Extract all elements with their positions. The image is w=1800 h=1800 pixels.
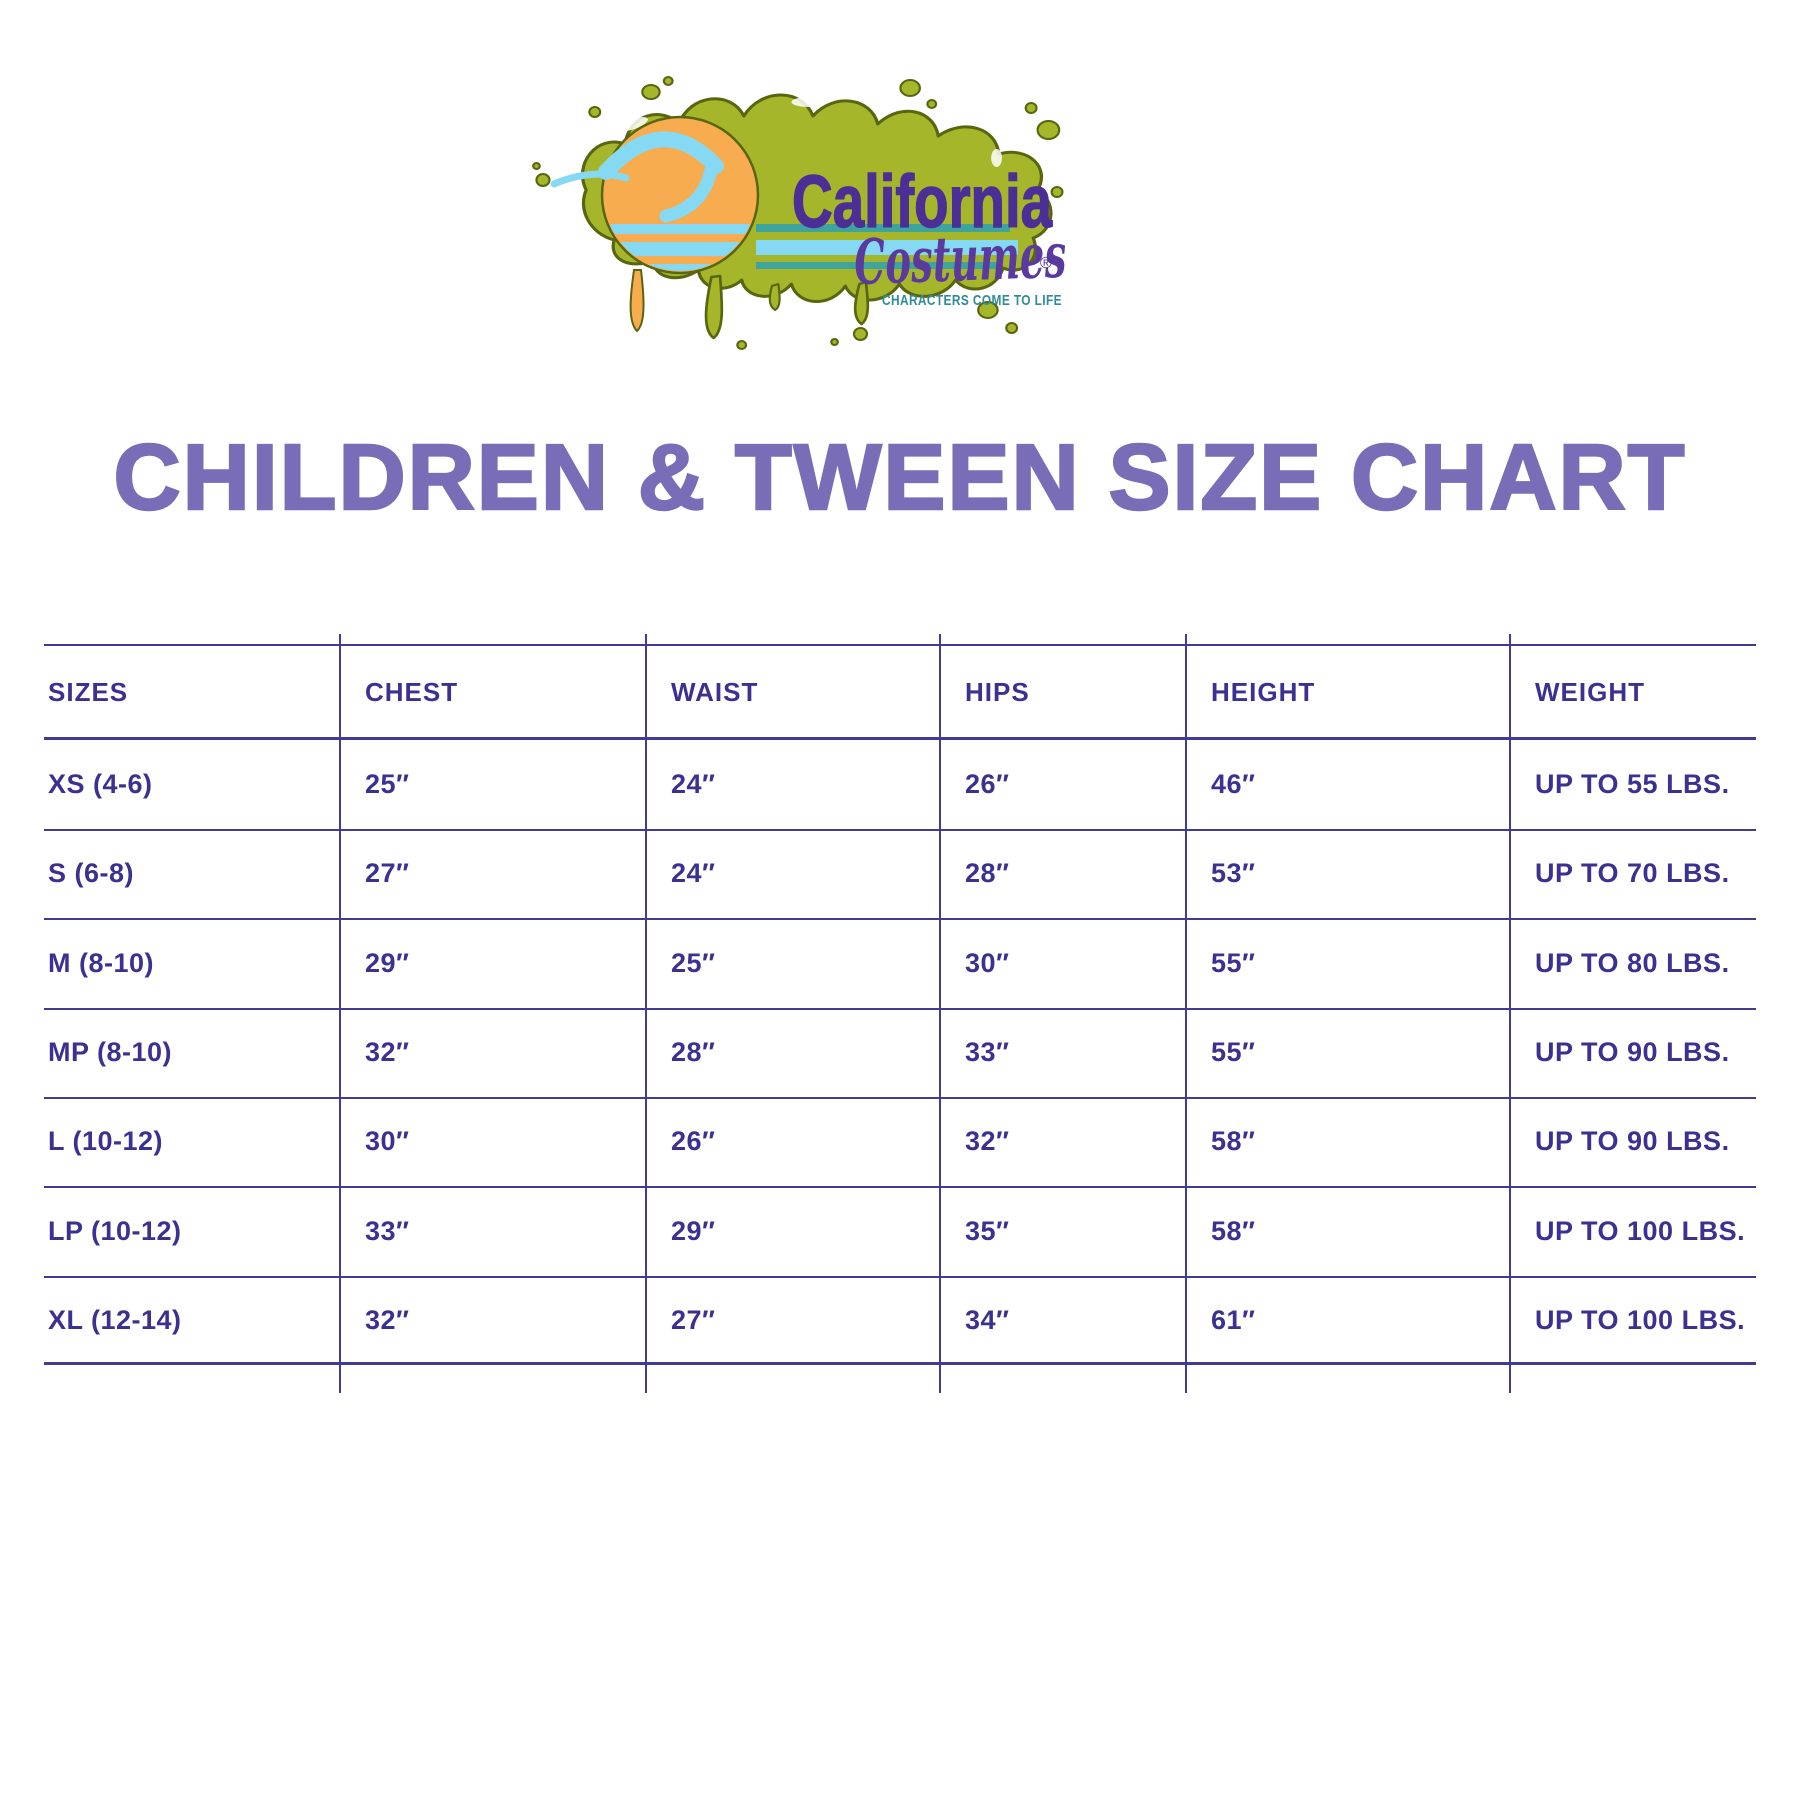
slime-splatter-dots [532, 76, 1064, 350]
column-header-waist: WAIST [671, 677, 759, 707]
sun-drip [629, 269, 645, 333]
table-row-line [44, 1008, 1756, 1010]
page-title: CHILDREN & TWEEN SIZE CHART [112, 424, 1687, 531]
column-header-chest: CHEST [365, 677, 459, 707]
table-row-line [44, 918, 1756, 920]
brand-word-california: California [792, 160, 1053, 243]
hips-value: 30″ [965, 947, 1010, 978]
hips-value: 33″ [965, 1037, 1010, 1068]
hips-value: 26″ [965, 769, 1010, 800]
brand-tagline: CHARACTERS COME TO LIFE [882, 292, 1062, 309]
column-header-hips: HIPS [965, 677, 1030, 707]
waist-value: 24″ [671, 858, 716, 889]
height-value: 58″ [1211, 1215, 1256, 1246]
waist-value: 28″ [671, 1037, 716, 1068]
row-label: L (10-12) [48, 1126, 164, 1157]
row-label: M (8-10) [48, 947, 155, 978]
column-header-sizes: SIZES [48, 677, 129, 707]
table-column-line [939, 634, 941, 1393]
table-bottom-line [44, 1362, 1756, 1365]
waist-value: 25″ [671, 947, 716, 978]
sun-stripes [604, 224, 756, 271]
weight-value: UP TO 90 LBS. [1535, 1126, 1730, 1157]
waist-value: 27″ [671, 1304, 716, 1335]
weight-value: UP TO 70 LBS. [1535, 858, 1730, 889]
hips-value: 35″ [965, 1215, 1010, 1246]
table-row-line [44, 1186, 1756, 1188]
row-label: XS (4-6) [48, 769, 153, 800]
chest-value: 32″ [365, 1304, 410, 1335]
row-label: XL (12-14) [48, 1304, 182, 1335]
table-column-line [1509, 634, 1511, 1393]
chest-value: 29″ [365, 947, 410, 978]
chest-value: 32″ [365, 1037, 410, 1068]
hips-value: 28″ [965, 858, 1010, 889]
chest-value: 25″ [365, 769, 410, 800]
height-value: 53″ [1211, 858, 1256, 889]
column-header-height: HEIGHT [1211, 677, 1316, 707]
logo-stripes [756, 224, 1018, 269]
table-row-line [44, 829, 1756, 831]
table-column-line [339, 634, 341, 1393]
waist-value: 29″ [671, 1215, 716, 1246]
chest-value: 33″ [365, 1215, 410, 1246]
hips-value: 34″ [965, 1304, 1010, 1335]
hips-value: 32″ [965, 1126, 1010, 1157]
table-row-line [44, 1276, 1756, 1278]
table-column-line [645, 634, 647, 1393]
row-label: LP (10-12) [48, 1215, 182, 1246]
slime-highlights [619, 97, 1002, 167]
weight-value: UP TO 80 LBS. [1535, 947, 1730, 978]
brand-word-costumes: Costumes [853, 219, 1067, 299]
brand-logo: California Costumes ® CHARACTERS COME TO… [532, 76, 1067, 350]
row-label: S (6-8) [48, 858, 135, 889]
wave-icon [550, 131, 724, 223]
height-value: 55″ [1211, 947, 1256, 978]
waist-value: 24″ [671, 769, 716, 800]
column-header-weight: WEIGHT [1535, 677, 1645, 707]
weight-value: UP TO 100 LBS. [1535, 1304, 1746, 1335]
brand-registered-mark: ® [1040, 255, 1052, 272]
weight-value: UP TO 55 LBS. [1535, 769, 1730, 800]
waist-value: 26″ [671, 1126, 716, 1157]
chest-value: 27″ [365, 858, 410, 889]
weight-value: UP TO 100 LBS. [1535, 1215, 1746, 1246]
table-column-line [1185, 634, 1187, 1393]
table-row-line [44, 1097, 1756, 1099]
row-label: MP (8-10) [48, 1037, 173, 1068]
size-table: SIZES CHEST WAIST HIPS HEIGHT WEIGHT XS … [45, 645, 1756, 1365]
height-value: 58″ [1211, 1126, 1256, 1157]
chest-value: 30″ [365, 1126, 410, 1157]
height-value: 46″ [1211, 769, 1256, 800]
height-value: 55″ [1211, 1037, 1256, 1068]
height-value: 61″ [1211, 1304, 1256, 1335]
table-top-line [44, 644, 1756, 646]
weight-value: UP TO 90 LBS. [1535, 1037, 1730, 1068]
table-header-line [44, 737, 1756, 740]
